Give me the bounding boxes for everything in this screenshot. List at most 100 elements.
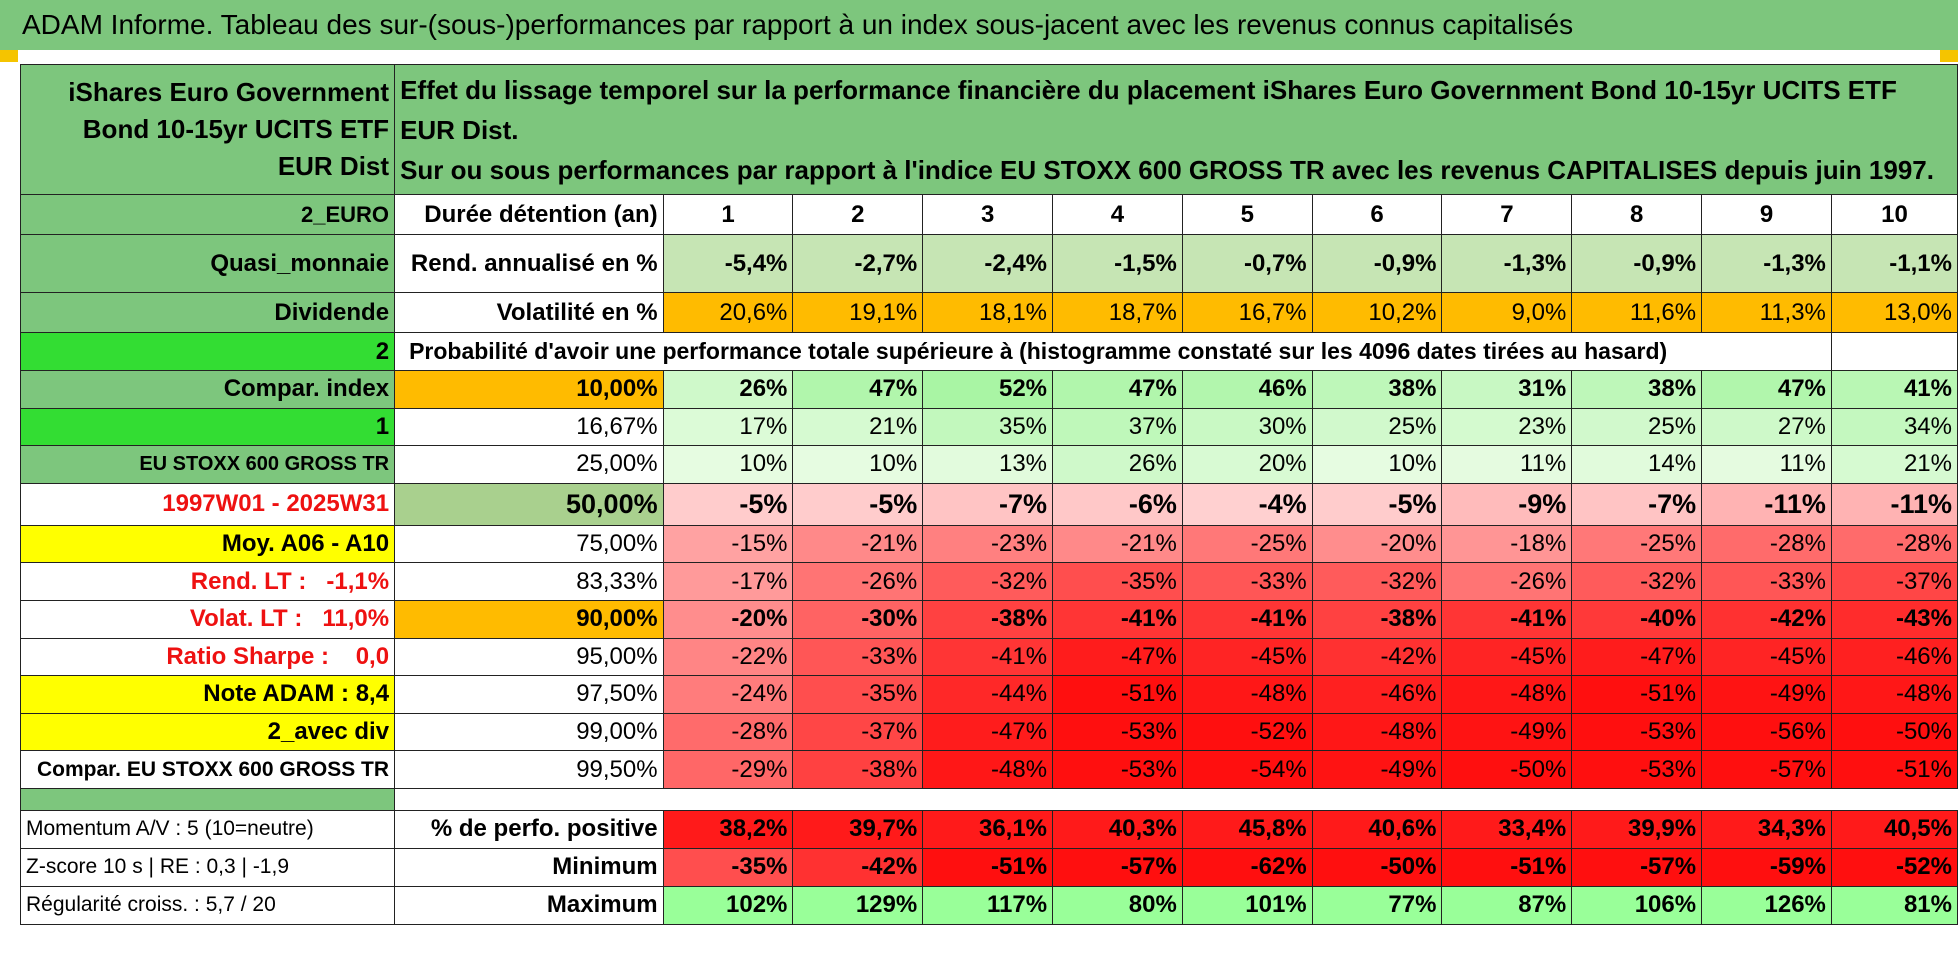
percentile-value: -35% <box>792 675 924 714</box>
percentile-value: -28% <box>662 712 794 752</box>
percentile-value: -7% <box>1571 482 1703 526</box>
percentile-value: -15% <box>662 524 794 564</box>
percentile-value: -41% <box>1052 599 1183 639</box>
percentile-label: 83,33% <box>394 562 664 601</box>
table-row: 2 Probabilité d'avoir une performance tot… <box>19 332 1958 371</box>
percentile-label: 16,67% <box>394 407 664 447</box>
percentile-value: -54% <box>1181 750 1313 789</box>
year-header: 6 <box>1311 194 1443 235</box>
percentile-value: -7% <box>922 482 1054 526</box>
percentile-value: -48% <box>1830 675 1958 714</box>
minimum-value: -57% <box>1052 847 1183 887</box>
percentile-value: -45% <box>1701 637 1832 677</box>
percentile-value: 27% <box>1701 407 1832 447</box>
percentile-value: -47% <box>1571 637 1703 677</box>
distribution-label: Dividende <box>19 292 396 333</box>
year-header: 2 <box>792 194 924 235</box>
percentile-value: -42% <box>1701 599 1832 639</box>
table-row: Momentum A/V : 5 (10=neutre)% de perfo. … <box>19 809 1958 849</box>
description-line-1: Effet du lissage temporel sur la perform… <box>400 74 1897 145</box>
percentile-value: -49% <box>1311 750 1443 789</box>
annualized-return-value: -1,5% <box>1052 234 1183 293</box>
percentile-value: -56% <box>1701 712 1832 752</box>
percentile-value: -21% <box>1052 524 1183 564</box>
annualized-return-value: -2,4% <box>922 234 1054 293</box>
percentile-value: -32% <box>922 562 1054 601</box>
percentile-value: -45% <box>1181 637 1313 677</box>
percentile-value: -41% <box>922 637 1054 677</box>
fund-name: iShares Euro Government Bond 10-15yr UCI… <box>19 64 396 195</box>
year-header: 5 <box>1181 194 1313 235</box>
minimum-value: -52% <box>1830 847 1958 887</box>
zscore-label: Z-score 10 s | RE : 0,3 | -1,9 <box>19 847 396 887</box>
percentile-value: 11% <box>1701 445 1832 484</box>
percentile-value: 47% <box>1701 370 1832 409</box>
percentile-value: 41% <box>1830 370 1958 409</box>
category-label: Quasi_monnaie <box>19 234 396 293</box>
percentile-value: -38% <box>792 750 924 789</box>
maximum-value: 129% <box>792 885 924 925</box>
volat-lt-label: Volat. LT : 11,0% <box>19 599 396 639</box>
percentile-value: -25% <box>1181 524 1313 564</box>
annualized-return-value: -0,9% <box>1311 234 1443 293</box>
percentile-label: 25,00% <box>394 445 664 484</box>
percentile-value: -48% <box>1441 675 1573 714</box>
percentile-value: 38% <box>1311 370 1443 409</box>
code-1-label: 1 <box>19 407 396 447</box>
percentile-value: 35% <box>922 407 1054 447</box>
percentile-value: -33% <box>792 637 924 677</box>
percentile-value: -51% <box>1052 675 1183 714</box>
table-row: EU STOXX 600 GROSS TR 25,00% 10% 10% 13% 26% 2… <box>19 445 1958 484</box>
table-row: Volat. LT : 11,0% 90,00% -20% -30% -38% -41% -… <box>19 599 1958 639</box>
percentile-value: -35% <box>1052 562 1183 601</box>
percentile-value: -52% <box>1181 712 1313 752</box>
percentile-value: -41% <box>1181 599 1313 639</box>
percentile-value: -20% <box>662 599 794 639</box>
sharpe-value: 0,0 <box>355 642 390 670</box>
percentile-value: 25% <box>1571 407 1703 447</box>
percentile-value: -18% <box>1441 524 1573 564</box>
table-row: Ratio Sharpe : 0,0 95,00% -22% -33% -41% -47%… <box>19 637 1958 677</box>
percentile-value: -43% <box>1830 599 1958 639</box>
percentile-value: 13% <box>922 445 1054 484</box>
volat-lt-text: Volat. LT : <box>189 605 303 633</box>
percentile-value: -11% <box>1830 482 1958 526</box>
maximum-value: 102% <box>662 885 794 925</box>
percentile-value: 37% <box>1052 407 1183 447</box>
percentile-value: -51% <box>1571 675 1703 714</box>
compar-index-label: Compar. index <box>19 370 396 409</box>
minimum-value: -59% <box>1701 847 1832 887</box>
table-row: Régularité croiss. : 5,7 / 20 Maximum 102%… <box>19 885 1958 925</box>
table-row: Moy. A06 - A10 75,00% -15% -21% -23% -21% -25%… <box>19 524 1958 564</box>
positive-perf-value: 34,3% <box>1701 809 1832 849</box>
positive-perf-value: 39,7% <box>792 809 924 849</box>
maximum-label: Maximum <box>394 885 664 925</box>
percentile-value: -21% <box>792 524 924 564</box>
percentile-value: -5% <box>662 482 794 526</box>
percentile-value: -26% <box>792 562 924 601</box>
percentile-label: 90,00% <box>394 599 664 639</box>
sharpe-label: Ratio Sharpe : 0,0 <box>19 637 396 677</box>
annualized-return-value: -5,4% <box>662 234 794 293</box>
percentile-value: -40% <box>1571 599 1703 639</box>
percentile-value: 14% <box>1571 445 1703 484</box>
percentile-value: -57% <box>1701 750 1832 789</box>
percentile-value: -26% <box>1441 562 1573 601</box>
percentile-value: -47% <box>922 712 1054 752</box>
percentile-value: -41% <box>1441 599 1573 639</box>
performance-table: iShares Euro Government Bond 10-15yr UCI… <box>19 64 1958 925</box>
percentile-value: 11% <box>1441 445 1573 484</box>
percentile-value: -48% <box>922 750 1054 789</box>
maximum-value: 117% <box>922 885 1054 925</box>
minimum-label: Minimum <box>394 847 664 887</box>
percentile-label: 75,00% <box>394 524 664 564</box>
percentile-value: 10% <box>1311 445 1443 484</box>
year-header: 1 <box>662 194 794 235</box>
volat-lt-value: 11,0% <box>322 605 390 633</box>
percentile-value: -32% <box>1571 562 1703 601</box>
percentile-value: 20% <box>1181 445 1313 484</box>
momentum-label: Momentum A/V : 5 (10=neutre) <box>19 809 396 849</box>
annualized-return-value: -2,7% <box>792 234 924 293</box>
table-row: Dividende Volatilité en % 20,6% 19,1% 18,1% 1… <box>19 292 1958 333</box>
spacer <box>394 788 1958 811</box>
